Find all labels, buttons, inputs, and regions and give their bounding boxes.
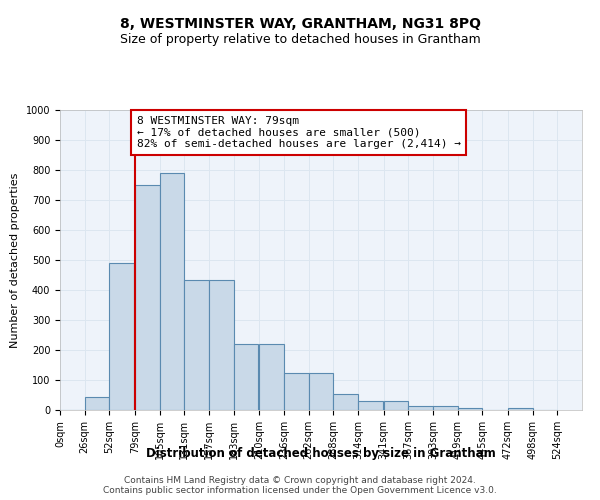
Text: 8 WESTMINSTER WAY: 79sqm
← 17% of detached houses are smaller (500)
82% of semi-: 8 WESTMINSTER WAY: 79sqm ← 17% of detach… <box>137 116 461 149</box>
Bar <box>109 263 134 410</box>
Text: Size of property relative to detached houses in Grantham: Size of property relative to detached ho… <box>119 32 481 46</box>
Bar <box>433 406 458 410</box>
Bar <box>135 185 160 410</box>
Bar <box>184 280 209 410</box>
Bar <box>334 394 358 410</box>
Y-axis label: Number of detached properties: Number of detached properties <box>10 172 20 348</box>
Bar <box>308 372 334 410</box>
Text: Contains HM Land Registry data © Crown copyright and database right 2024.
Contai: Contains HM Land Registry data © Crown c… <box>103 476 497 495</box>
Text: Distribution of detached houses by size in Grantham: Distribution of detached houses by size … <box>146 448 496 460</box>
Bar <box>383 401 409 410</box>
Bar <box>409 406 433 410</box>
Bar <box>358 401 383 410</box>
Bar <box>508 408 533 410</box>
Bar <box>160 173 184 410</box>
Bar <box>259 344 284 410</box>
Bar <box>233 344 259 410</box>
Bar <box>209 280 233 410</box>
Bar <box>85 396 109 410</box>
Bar <box>458 408 482 410</box>
Bar <box>284 372 308 410</box>
Text: 8, WESTMINSTER WAY, GRANTHAM, NG31 8PQ: 8, WESTMINSTER WAY, GRANTHAM, NG31 8PQ <box>119 18 481 32</box>
